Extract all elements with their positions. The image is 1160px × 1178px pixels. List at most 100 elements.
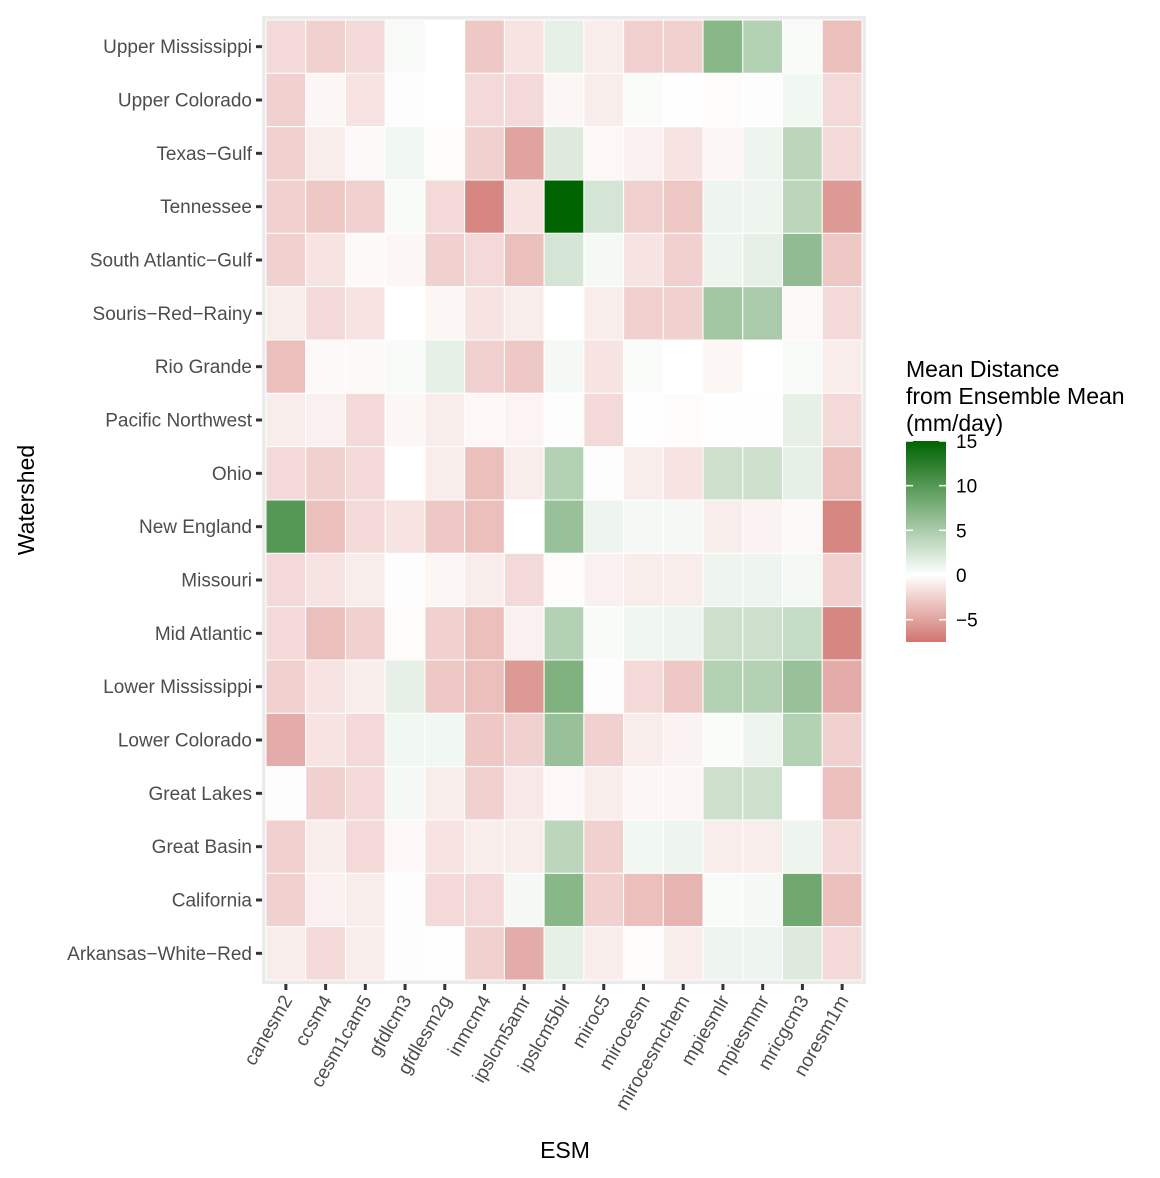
heatmap-cell — [265, 286, 307, 341]
heatmap-cell — [503, 446, 545, 501]
heatmap-cell — [344, 126, 386, 181]
heatmap-cell — [742, 179, 784, 234]
heatmap-cell — [543, 179, 585, 234]
heatmap-cell — [623, 659, 664, 714]
heatmap-cell — [344, 819, 386, 874]
heatmap-cell — [623, 606, 664, 661]
heatmap-cell — [583, 339, 625, 394]
heatmap-cell — [305, 72, 346, 128]
heatmap-cell — [662, 926, 704, 981]
heatmap-cell — [702, 446, 744, 501]
heatmap-cell — [503, 392, 545, 448]
heatmap-cell — [384, 232, 426, 288]
heatmap-cell — [742, 19, 784, 74]
heatmap-cell — [305, 126, 346, 181]
heatmap-cell — [503, 339, 545, 394]
heatmap-cell — [384, 446, 426, 501]
heatmap-cell — [384, 339, 426, 394]
legend-colorbar — [906, 441, 946, 642]
heatmap-cell — [384, 819, 426, 874]
heatmap-cell — [583, 126, 625, 181]
heatmap-cell — [503, 19, 545, 74]
y-tick-label: South Atlantic−Gulf — [90, 251, 253, 272]
x-axis: canesm2ccsm4cesm1cam5gfdlcm3gfdlesm2ginm… — [240, 984, 853, 1114]
heatmap-cell — [384, 872, 426, 928]
heatmap-cell — [543, 126, 585, 181]
heatmap-cell — [384, 766, 426, 821]
heatmap-cell — [503, 659, 545, 714]
heatmap-cell — [424, 499, 466, 554]
heatmap-cell — [662, 446, 704, 501]
heatmap-cell — [384, 286, 426, 341]
heatmap-cell — [344, 606, 386, 661]
y-tick-label: Lower Mississippi — [103, 677, 252, 698]
heatmap-cell — [662, 232, 704, 288]
heatmap-cell — [662, 659, 704, 714]
heatmap-cell — [623, 552, 664, 608]
heatmap-cell — [464, 392, 505, 448]
heatmap-cell — [583, 392, 625, 448]
heatmap-cell — [702, 606, 744, 661]
heatmap-cell — [464, 552, 505, 608]
heatmap-cell — [265, 126, 307, 181]
heatmap-cell — [583, 499, 625, 554]
heatmap-cell — [265, 19, 307, 74]
heatmap-cell — [424, 819, 466, 874]
heatmap-cell — [503, 606, 545, 661]
heatmap-cell — [821, 872, 863, 928]
heatmap-cell — [265, 552, 307, 608]
heatmap-tiles — [265, 19, 863, 981]
heatmap-cell — [821, 766, 863, 821]
heatmap-cell — [702, 926, 744, 981]
heatmap-cell — [583, 766, 625, 821]
heatmap-cell — [344, 712, 386, 768]
y-tick-label: Mid Atlantic — [155, 624, 252, 645]
heatmap-cell — [344, 339, 386, 394]
heatmap-cell — [821, 232, 863, 288]
heatmap-cell — [742, 286, 784, 341]
heatmap-cell — [583, 606, 625, 661]
heatmap-cell — [702, 499, 744, 554]
heatmap-cell — [503, 72, 545, 128]
heatmap-cell — [543, 339, 585, 394]
heatmap-cell — [344, 392, 386, 448]
heatmap-cell — [623, 232, 664, 288]
heatmap-cell — [424, 606, 466, 661]
heatmap-cell — [344, 499, 386, 554]
legend-tick-label: 5 — [956, 521, 967, 542]
heatmap-cell — [742, 552, 784, 608]
legend-tick-label: −5 — [956, 611, 978, 632]
heatmap-cell — [662, 499, 704, 554]
heatmap-cell — [583, 179, 625, 234]
heatmap-cell — [503, 286, 545, 341]
heatmap-cell — [702, 659, 744, 714]
heatmap-cell — [583, 552, 625, 608]
heatmap-cell — [424, 659, 466, 714]
heatmap-cell — [344, 659, 386, 714]
heatmap-cell — [344, 552, 386, 608]
heatmap-cell — [782, 392, 823, 448]
heatmap-cell — [503, 552, 545, 608]
heatmap-cell — [821, 19, 863, 74]
heatmap-cell — [265, 232, 307, 288]
heatmap-cell — [782, 126, 823, 181]
heatmap-cell — [424, 872, 466, 928]
heatmap-cell — [384, 712, 426, 768]
heatmap-cell — [424, 552, 466, 608]
heatmap-cell — [702, 179, 744, 234]
heatmap-cell — [424, 126, 466, 181]
heatmap-cell — [543, 766, 585, 821]
y-tick-label: Upper Mississippi — [103, 37, 252, 58]
heatmap-cell — [662, 819, 704, 874]
heatmap-cell — [265, 659, 307, 714]
heatmap-cell — [424, 339, 466, 394]
heatmap-cell — [305, 766, 346, 821]
heatmap-cell — [782, 659, 823, 714]
y-tick-label: California — [172, 891, 253, 912]
heatmap-cell — [265, 72, 307, 128]
heatmap-cell — [583, 446, 625, 501]
y-tick-label: Great Basin — [152, 837, 252, 858]
heatmap-cell — [583, 819, 625, 874]
x-axis-title: ESM — [540, 1137, 590, 1163]
heatmap-cell — [464, 659, 505, 714]
